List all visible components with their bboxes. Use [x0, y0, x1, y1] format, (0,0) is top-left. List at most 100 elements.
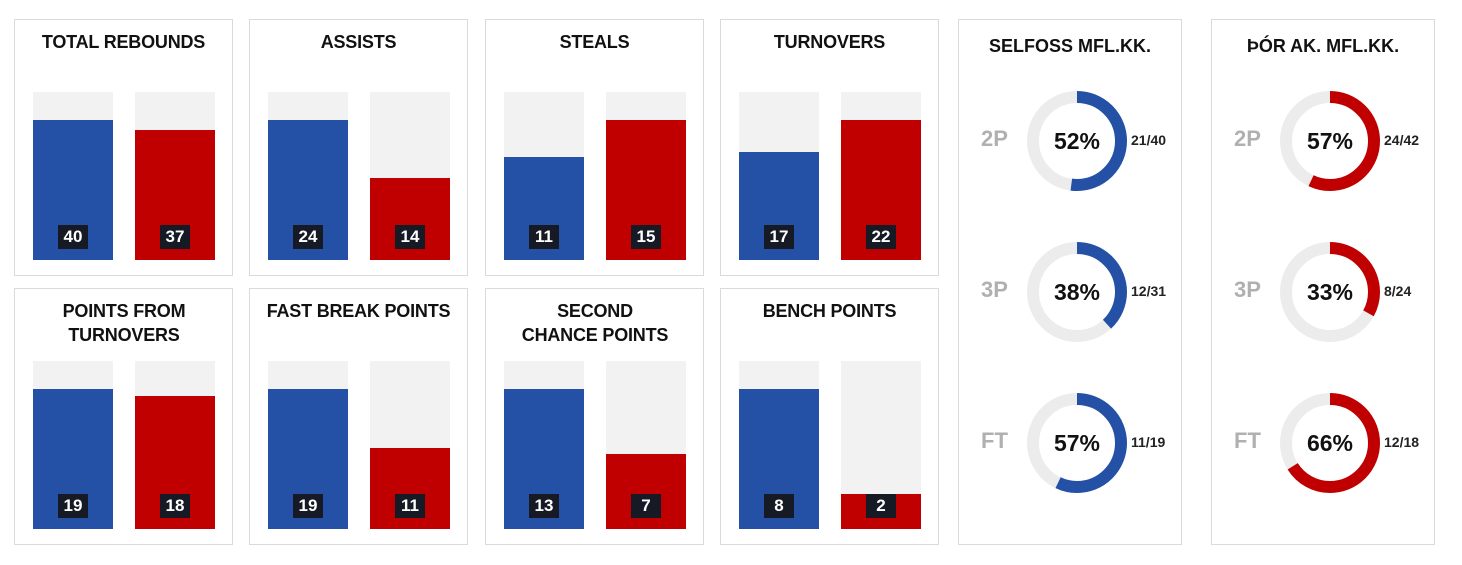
bar-value-label: 15 — [631, 225, 661, 249]
shot-type-label: 2P — [1234, 126, 1261, 151]
bar-fill-team_b: 18 — [135, 396, 215, 529]
shot-row-2p: 2P 52% 21/40 — [959, 89, 1181, 193]
bar-fill-team_a: 17 — [739, 152, 819, 260]
shooting-percent: 33% — [1306, 279, 1354, 305]
bar-fill-team_a: 11 — [504, 157, 584, 260]
bar-track-team_a: 13 — [504, 361, 584, 529]
donut-arc — [1027, 393, 1127, 493]
bar-fill-team_a: 13 — [504, 389, 584, 529]
bar-value-label: 14 — [395, 225, 425, 249]
bar-value-label: 40 — [58, 225, 88, 249]
stat-card-total-rebounds: TOTAL REBOUNDS 40 37 — [14, 19, 233, 276]
bar-value-label: 13 — [529, 494, 559, 518]
stat-card-title: ASSISTS — [320, 32, 397, 52]
bar-fill-team_b: 15 — [606, 120, 686, 260]
donut-arc — [1280, 393, 1380, 493]
stat-card-steals: STEALS 11 15 — [485, 19, 704, 276]
stat-card-second-chance-points: SECOND CHANCE POINTS 13 7 — [485, 288, 704, 545]
bar-track-team_b: 2 — [841, 361, 921, 529]
bar-fill-team_a: 19 — [33, 389, 113, 529]
shots-made-attempted: 12/31 — [1131, 283, 1167, 299]
bar-value-label: 24 — [293, 225, 323, 249]
stat-card-fast-break-points: FAST BREAK POINTS 19 11 — [249, 288, 468, 545]
team-name: ÞÓR AK. MFL.KK. — [1246, 36, 1400, 56]
shot-row-ft: FT 66% 12/18 — [1212, 391, 1434, 495]
shot-type-label: 3P — [1234, 277, 1261, 302]
bar-value-label: 22 — [866, 225, 896, 249]
bar-track-team_a: 17 — [739, 92, 819, 260]
shot-row-3p: 3P 38% 12/31 — [959, 240, 1181, 344]
shooting-percent: 57% — [1306, 128, 1354, 154]
donut-chart — [1027, 242, 1127, 342]
donut-arc — [1280, 242, 1380, 342]
bar-fill-team_b: 37 — [135, 130, 215, 260]
bar-track-team_a: 11 — [504, 92, 584, 260]
shot-row-2p: 2P 57% 24/42 — [1212, 89, 1434, 193]
bar-track-team_a: 8 — [739, 361, 819, 529]
bar-fill-team_b: 7 — [606, 454, 686, 529]
donut-chart — [1280, 91, 1380, 191]
stat-card-bench-points: BENCH POINTS 8 2 — [720, 288, 939, 545]
bar-track-team_b: 14 — [370, 92, 450, 260]
shot-type-label: FT — [1234, 428, 1261, 453]
stat-card-points-from-turnovers: POINTS FROM TURNOVERS 19 18 — [14, 288, 233, 545]
bar-fill-team_a: 24 — [268, 120, 348, 260]
shots-made-attempted: 24/42 — [1384, 132, 1420, 148]
bar-value-label: 2 — [866, 494, 896, 518]
bar-fill-team_b: 11 — [370, 448, 450, 529]
stat-card-turnovers: TURNOVERS 17 22 — [720, 19, 939, 276]
bar-value-label: 19 — [293, 494, 323, 518]
bar-track-team_a: 19 — [268, 361, 348, 529]
stat-card-title: POINTS FROM TURNOVERS — [62, 301, 186, 345]
shooting-percent: 66% — [1306, 430, 1354, 456]
shooting-percent: 57% — [1053, 430, 1101, 456]
stat-card-title: SECOND CHANCE POINTS — [521, 301, 669, 345]
bar-fill-team_b: 22 — [841, 120, 921, 260]
team-name: SELFOSS MFL.KK. — [989, 36, 1151, 56]
bar-track-team_b: 7 — [606, 361, 686, 529]
stat-card-title: STEALS — [559, 32, 630, 52]
bar-value-label: 37 — [160, 225, 190, 249]
shots-made-attempted: 12/18 — [1384, 434, 1420, 450]
shot-type-label: FT — [981, 428, 1008, 453]
shots-made-attempted: 21/40 — [1131, 132, 1167, 148]
bar-track-team_b: 11 — [370, 361, 450, 529]
bar-value-label: 11 — [395, 494, 425, 518]
stat-card-title: TURNOVERS — [773, 32, 886, 52]
bar-value-label: 19 — [58, 494, 88, 518]
bar-fill-team_a: 40 — [33, 120, 113, 260]
donut-chart — [1280, 393, 1380, 493]
stat-card-title: BENCH POINTS — [762, 301, 897, 321]
shot-row-3p: 3P 33% 8/24 — [1212, 240, 1434, 344]
donut-chart — [1280, 242, 1380, 342]
bar-track-team_b: 18 — [135, 361, 215, 529]
bar-value-label: 11 — [529, 225, 559, 249]
shooting-percent: 52% — [1053, 128, 1101, 154]
bar-track-team_b: 22 — [841, 92, 921, 260]
shots-made-attempted: 8/24 — [1384, 283, 1412, 299]
bar-value-label: 17 — [764, 225, 794, 249]
stat-card-title: TOTAL REBOUNDS — [41, 32, 206, 52]
shots-made-attempted: 11/19 — [1131, 434, 1166, 450]
bar-fill-team_a: 8 — [739, 389, 819, 529]
bar-track-team_a: 40 — [33, 92, 113, 260]
donut-arc — [1280, 91, 1380, 191]
donut-arc — [1027, 91, 1127, 191]
bar-fill-team_b: 2 — [841, 494, 921, 529]
shooting-percent: 38% — [1053, 279, 1101, 305]
bar-track-team_a: 19 — [33, 361, 113, 529]
bar-value-label: 7 — [631, 494, 661, 518]
stat-card-title: FAST BREAK POINTS — [266, 301, 451, 321]
shot-type-label: 3P — [981, 277, 1008, 302]
donut-chart — [1027, 393, 1127, 493]
shooting-panel-selfoss: SELFOSS MFL.KK. 2P 52% 21/40 3P 38% 12/31 FT 57%… — [958, 19, 1182, 545]
bar-track-team_a: 24 — [268, 92, 348, 260]
bar-value-label: 8 — [764, 494, 794, 518]
bar-fill-team_b: 14 — [370, 178, 450, 260]
bar-fill-team_a: 19 — [268, 389, 348, 529]
bar-track-team_b: 37 — [135, 92, 215, 260]
shooting-panel-thor: ÞÓR AK. MFL.KK. 2P 57% 24/42 3P 33% 8/24 FT 66% 1… — [1211, 19, 1435, 545]
shot-row-ft: FT 57% 11/19 — [959, 391, 1181, 495]
stat-card-assists: ASSISTS 24 14 — [249, 19, 468, 276]
shot-type-label: 2P — [981, 126, 1008, 151]
